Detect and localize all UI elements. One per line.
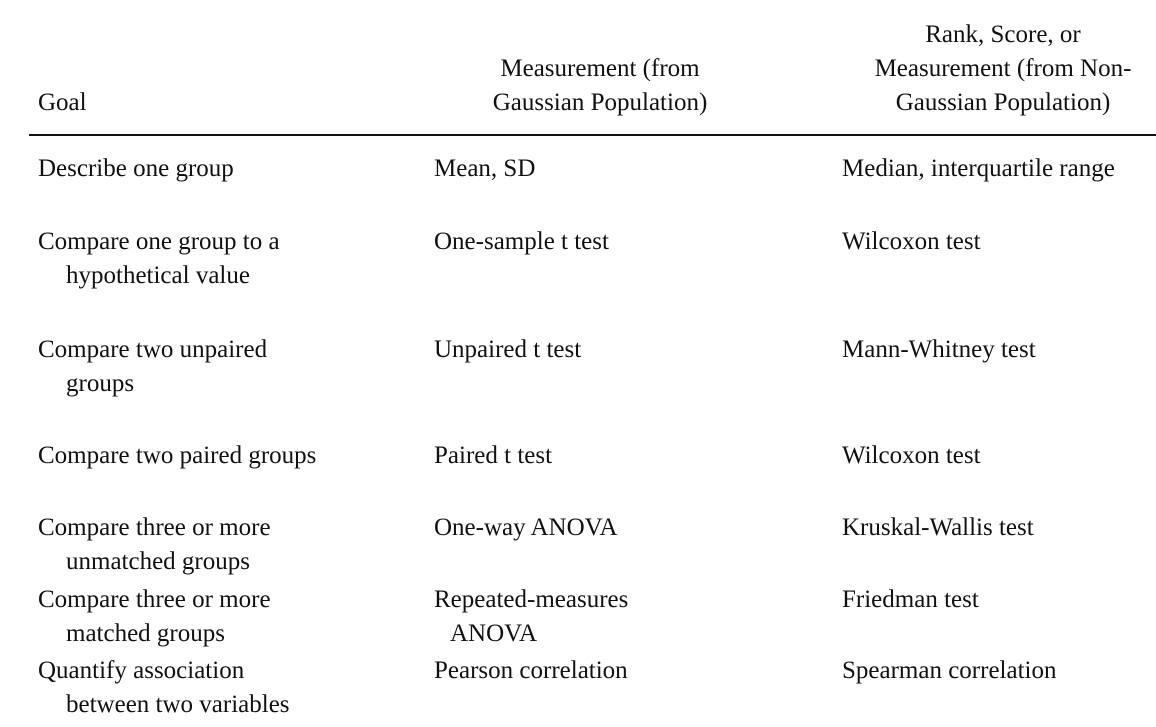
row-3-goal: Compare two unpaired groups	[38, 333, 267, 401]
row-6-gaussian: Repeated-measures ANOVA	[434, 583, 628, 651]
header-goal-label: Goal	[38, 89, 87, 116]
row-1-goal: Describe one group	[38, 152, 234, 186]
row-2-goal: Compare one group to a hypothetical valu…	[38, 225, 280, 293]
row-4-goal: Compare two paired groups	[38, 439, 316, 473]
header-goal: Goal	[38, 86, 87, 120]
row-2-gaussian: One-sample t test	[434, 225, 609, 259]
row-3-goal-line-1: Compare two unpaired	[38, 336, 268, 363]
row-3-nongaussian: Mann-Whitney test	[842, 333, 1036, 367]
row-4-goal-line-1: Compare two paired groups	[38, 442, 317, 469]
row-7-nongaussian-line-1: Spearman correlation	[842, 657, 1057, 684]
header-gaussian: Measurement (from Gaussian Population)	[430, 52, 770, 120]
row-5-nongaussian-line-1: Kruskal-Wallis test	[842, 514, 1034, 541]
row-2-goal-line-2: hypothetical value	[66, 262, 250, 289]
row-1-gaussian: Mean, SD	[434, 152, 535, 186]
header-rule	[29, 134, 1156, 136]
header-nongaussian-line-3: Gaussian Population)	[895, 89, 1111, 116]
header-nongaussian-line-1: Rank, Score, or	[925, 21, 1081, 48]
row-5-nongaussian: Kruskal-Wallis test	[842, 511, 1034, 545]
row-4-nongaussian: Wilcoxon test	[842, 439, 981, 473]
row-6-gaussian-line-1: Repeated-measures	[434, 586, 629, 613]
row-3-gaussian-line-1: Unpaired t test	[434, 336, 582, 363]
row-7-goal: Quantify association between two variabl…	[38, 654, 290, 722]
row-5-gaussian: One-way ANOVA	[434, 511, 618, 545]
row-2-nongaussian: Wilcoxon test	[842, 225, 981, 259]
row-5-gaussian-line-1: One-way ANOVA	[434, 514, 618, 541]
row-4-gaussian: Paired t test	[434, 439, 552, 473]
row-7-nongaussian: Spearman correlation	[842, 654, 1057, 688]
row-1-goal-line-1: Describe one group	[38, 155, 234, 182]
row-7-goal-line-2: between two variables	[66, 691, 290, 718]
row-6-goal-line-1: Compare three or more	[38, 586, 271, 613]
header-nongaussian-line-2: Measurement (from Non-	[874, 55, 1132, 82]
row-1-nongaussian-line-1: Median, interquartile range	[842, 155, 1115, 182]
row-3-nongaussian-line-1: Mann-Whitney test	[842, 336, 1036, 363]
row-5-goal: Compare three or more unmatched groups	[38, 511, 271, 579]
row-5-goal-line-1: Compare three or more	[38, 514, 271, 541]
row-1-nongaussian: Median, interquartile range	[842, 152, 1115, 186]
header-gaussian-line-2: Gaussian Population)	[492, 89, 708, 116]
row-7-gaussian-line-1: Pearson correlation	[434, 657, 628, 684]
row-1-gaussian-line-1: Mean, SD	[434, 155, 536, 182]
row-3-goal-line-2: groups	[66, 370, 135, 397]
row-2-nongaussian-line-1: Wilcoxon test	[842, 228, 981, 255]
row-6-nongaussian-line-1: Friedman test	[842, 586, 979, 613]
row-7-gaussian: Pearson correlation	[434, 654, 628, 688]
row-6-goal-line-2: matched groups	[66, 620, 225, 647]
header-nongaussian: Rank, Score, or Measurement (from Non- G…	[838, 18, 1156, 120]
row-6-nongaussian: Friedman test	[842, 583, 979, 617]
row-6-gaussian-line-2: ANOVA	[450, 620, 538, 647]
row-7-goal-line-1: Quantify association	[38, 657, 245, 684]
row-3-gaussian: Unpaired t test	[434, 333, 581, 367]
row-2-goal-line-1: Compare one group to a	[38, 228, 280, 255]
row-4-nongaussian-line-1: Wilcoxon test	[842, 442, 981, 469]
row-5-goal-line-2: unmatched groups	[66, 548, 250, 575]
header-gaussian-line-1: Measurement (from	[500, 55, 700, 82]
row-6-goal: Compare three or more matched groups	[38, 583, 271, 651]
row-4-gaussian-line-1: Paired t test	[434, 442, 553, 469]
row-2-gaussian-line-1: One-sample t test	[434, 228, 609, 255]
